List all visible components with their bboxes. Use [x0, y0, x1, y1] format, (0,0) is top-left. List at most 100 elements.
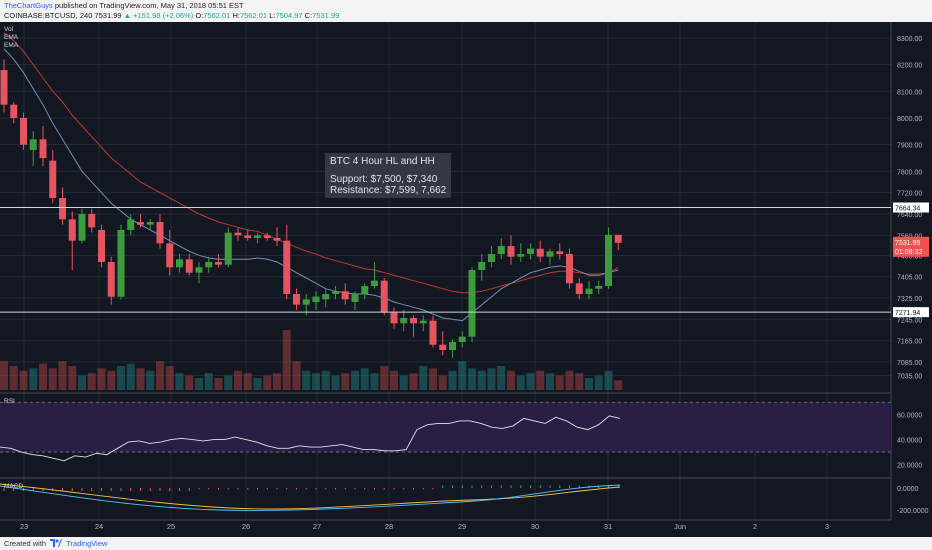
candle-body — [410, 318, 417, 324]
price-tick-label: 7800.00 — [897, 169, 922, 176]
volume-bar — [360, 368, 369, 390]
volume-bar — [19, 370, 28, 390]
price-tick-label: 8000.00 — [897, 116, 922, 123]
candle-body — [332, 291, 339, 294]
volume-bar — [594, 375, 603, 390]
candle-body — [166, 243, 174, 268]
volume-bar — [185, 375, 194, 390]
last-price: 7531.99 — [94, 11, 122, 20]
price-tick-label: 8200.00 — [897, 63, 922, 70]
candle-body — [302, 299, 310, 305]
time-tick-label: 29 — [458, 522, 466, 531]
candle-body — [195, 267, 203, 273]
tradingview-logo-icon — [50, 539, 63, 547]
volume-bar — [507, 370, 515, 390]
candle-body — [10, 104, 18, 118]
volume-bar — [9, 366, 18, 390]
time-tick-label: 27 — [313, 522, 321, 531]
candle-body — [293, 294, 300, 305]
volume-bar — [204, 373, 213, 390]
volume-bar — [273, 373, 281, 390]
time-tick-label: 23 — [20, 522, 28, 531]
volume-bar — [458, 361, 467, 390]
candle-body — [49, 160, 57, 198]
candle-body — [234, 232, 242, 236]
candle-body — [322, 294, 330, 300]
volume-bar — [39, 363, 47, 390]
candle-body — [507, 246, 515, 257]
candle-body — [488, 254, 495, 262]
volume-bar — [565, 370, 574, 390]
volume-bar — [29, 368, 38, 390]
volume-bar — [107, 370, 116, 390]
candle-body — [527, 248, 534, 254]
volume-bar — [351, 370, 359, 390]
volume-bar — [370, 373, 379, 390]
candle-body — [439, 344, 447, 350]
tradingview-brand[interactable]: TradingView — [66, 539, 108, 548]
price-tick-label: 7245.00 — [897, 317, 922, 324]
close-label: C: — [304, 11, 313, 20]
macd-signal-line — [0, 483, 621, 510]
candle-body — [215, 262, 222, 265]
volume-bar — [575, 373, 584, 390]
time-tick-label: 26 — [242, 522, 250, 531]
volume-bar — [175, 373, 184, 390]
trading-chart[interactable]: 8300.00 8200.00 8100.00 8000.00 7900.00 7800.… — [0, 22, 932, 537]
candle-body — [575, 283, 583, 294]
volume-bar — [429, 368, 437, 390]
volume-bar — [341, 373, 350, 390]
volume-bar — [448, 370, 457, 390]
author-link[interactable]: TheChartGuys — [4, 1, 53, 10]
volume-bar — [477, 370, 486, 390]
volume-bar — [555, 375, 564, 390]
chart-header: TheChartGuys published on TradingView.co… — [0, 0, 932, 22]
candle-body — [254, 235, 261, 238]
candle-body — [478, 262, 486, 270]
created-with-label: Created with — [4, 539, 47, 548]
candle-body — [78, 214, 86, 241]
macd-line — [0, 484, 621, 511]
price-tick-label: 7640.00 — [897, 212, 922, 219]
ema-slow-line — [3, 32, 619, 294]
price-tick-label: 7485.00 — [897, 253, 922, 260]
low-value: 7504.97 — [275, 11, 303, 20]
candle-body — [468, 270, 476, 337]
time-tick-label: 3 — [825, 522, 829, 531]
symbol-label[interactable]: COINBASE:BTCUSD, 240 — [4, 11, 93, 20]
candle-body — [556, 251, 564, 254]
volume-bar — [419, 366, 428, 390]
candle-body — [98, 230, 105, 262]
high-value: 7562.01 — [239, 11, 268, 20]
candle-body — [137, 222, 144, 225]
macd-tick-label: -200.0000 — [897, 508, 929, 515]
candle-body — [390, 312, 398, 324]
price-tick-label: 8100.00 — [897, 89, 922, 96]
macd-label: MACD — [4, 483, 23, 490]
price-tick-label: 7720.00 — [897, 191, 922, 198]
annotation-title: BTC 4 Hour HL and HH — [330, 156, 435, 167]
time-tick-label: 24 — [95, 522, 103, 531]
volume-bar — [409, 373, 418, 390]
rsi-tick-label: 40.0000 — [897, 438, 922, 445]
indicator-label: EMA — [4, 34, 19, 41]
volume-bar — [165, 366, 174, 390]
level-tag-label: 7271.94 — [895, 310, 920, 317]
candle-body — [371, 280, 378, 286]
volume-bar — [68, 366, 77, 390]
candle-body — [536, 248, 544, 257]
volume-bar — [302, 370, 311, 390]
volume-bar — [468, 368, 476, 390]
price-tick-label: 7165.00 — [897, 339, 922, 346]
macd-tick-label: 0.0000 — [897, 486, 919, 493]
candle-body — [107, 262, 115, 297]
rsi-label: RSI — [4, 398, 15, 405]
volume-bar — [146, 370, 155, 390]
candle-body — [39, 139, 47, 158]
volume-bar — [234, 370, 242, 390]
volume-bar — [87, 373, 96, 390]
candle-body — [29, 139, 37, 150]
candle-body — [20, 118, 27, 145]
volume-bar — [331, 375, 340, 390]
level-tag-label: 7664.34 — [895, 206, 920, 213]
